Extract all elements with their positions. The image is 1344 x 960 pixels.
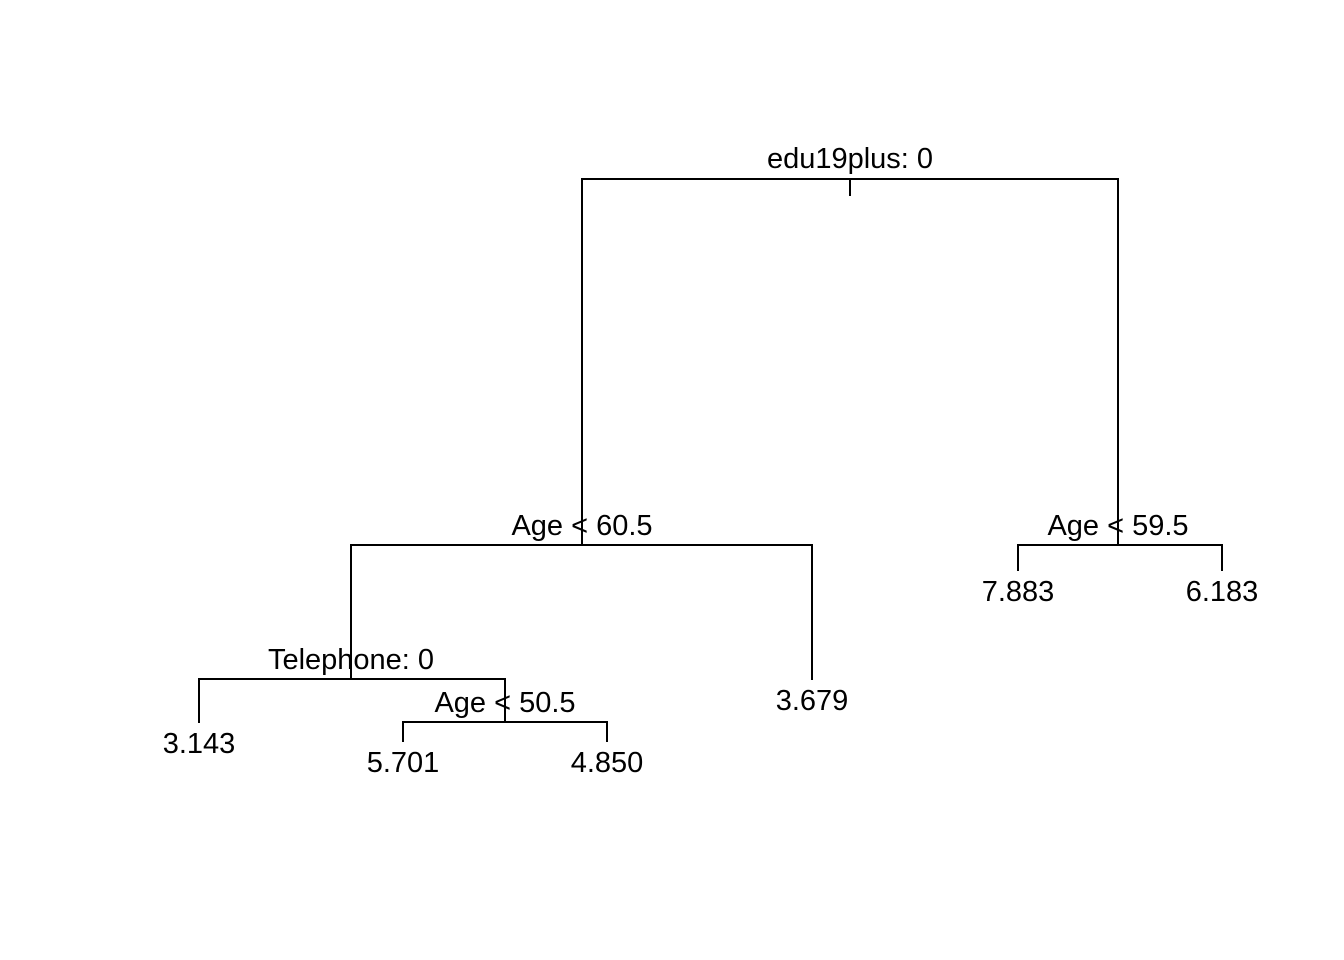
- leaf-value: 4.850: [571, 747, 644, 779]
- leaf-value: 6.183: [1186, 576, 1259, 608]
- telephone-split-label: Telephone: 0: [268, 644, 434, 676]
- leaf-value: 3.143: [163, 728, 236, 760]
- split-node-left: Age < 60.5: [350, 510, 813, 680]
- split-node-age-50: Age < 50.5: [402, 687, 608, 742]
- split-node-root: edu19plus: 0: [581, 143, 1119, 546]
- right-split-label: Age < 59.5: [1047, 510, 1188, 542]
- root-split-label: edu19plus: 0: [767, 143, 933, 175]
- leaf-value: 3.679: [776, 685, 849, 717]
- leaf-value: 7.883: [982, 576, 1055, 608]
- split-node-telephone: Telephone: 0: [198, 644, 506, 723]
- split-node-right: Age < 59.5: [1017, 510, 1223, 571]
- leaf-value: 5.701: [367, 747, 440, 779]
- age50-split-label: Age < 50.5: [434, 687, 575, 719]
- left-split-label: Age < 60.5: [511, 510, 652, 542]
